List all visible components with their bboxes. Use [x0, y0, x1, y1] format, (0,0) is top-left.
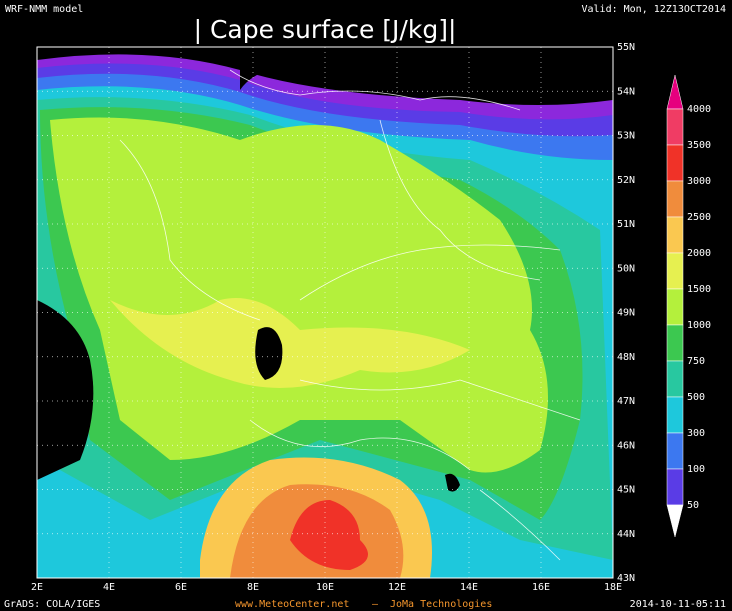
colorbar-label: 2500 [687, 212, 711, 223]
colorbar-label: 3000 [687, 176, 711, 187]
latitude-label: 44N [617, 529, 635, 540]
latitude-label: 51N [617, 219, 635, 230]
colorbar: 4000 3500 3000 2500 2000 1500 1000 750 500 300 100… [666, 74, 711, 538]
longitude-label: 10E [316, 582, 334, 593]
model-name: WRF-NMM model [5, 4, 83, 15]
latitude-label: 52N [617, 175, 635, 186]
longitude-label: 16E [532, 582, 550, 593]
cape-field [37, 47, 613, 578]
footer-timestamp: 2014-10-11-05:11 [630, 599, 726, 610]
colorbar-label: 1500 [687, 284, 711, 295]
latitude-label: 55N [617, 42, 635, 53]
map-title: | Cape surface [J/kg]| [194, 15, 457, 44]
longitude-label: 8E [247, 582, 259, 593]
cape-band-3500 [290, 500, 368, 570]
footer-software: GrADS: COLA/IGES [4, 599, 100, 610]
longitude-label: 18E [604, 582, 622, 593]
colorbar-label: 3500 [687, 140, 711, 151]
colorbar-box [666, 252, 684, 290]
latitude-label: 46N [617, 440, 635, 451]
footer-company: JoMa Technologies [390, 599, 492, 610]
footer-site: www.MeteoCenter.net [235, 599, 349, 610]
map-frame [36, 46, 614, 579]
no-data-north [240, 47, 613, 90]
colorbar-bottom [666, 504, 684, 538]
colorbar-box [666, 216, 684, 254]
latitude-label: 50N [617, 263, 635, 274]
colorbar-label: 500 [687, 392, 705, 403]
colorbar-box [666, 288, 684, 326]
latitude-label: 47N [617, 396, 635, 407]
colorbar-label: 1000 [687, 320, 711, 331]
longitude-label: 14E [460, 582, 478, 593]
no-data-lake [255, 327, 283, 380]
colorbar-label: 100 [687, 464, 705, 475]
footer-separator: – [372, 599, 379, 610]
colorbar-box [666, 360, 684, 398]
longitude-label: 2E [31, 582, 43, 593]
colorbar-box [666, 396, 684, 434]
country-borders [119, 69, 581, 561]
latitude-label: 54N [617, 86, 635, 97]
longitude-label: 6E [175, 582, 187, 593]
cape-band-1500 [50, 117, 548, 473]
colorbar-label: 4000 [687, 104, 711, 115]
no-data-west [37, 300, 94, 480]
colorbar-top [666, 74, 684, 110]
colorbar-label: 50 [687, 500, 699, 511]
colorbar-box [666, 432, 684, 470]
colorbar-label: 2000 [687, 248, 711, 259]
colorbar-label: 750 [687, 356, 705, 367]
colorbar-box [666, 324, 684, 362]
no-data-coast [445, 473, 460, 492]
cape-band-2000 [110, 298, 470, 388]
latitude-label: 45N [617, 485, 635, 496]
lat-lon-grid [37, 47, 613, 578]
colorbar-box [666, 468, 684, 506]
colorbar-box [666, 180, 684, 218]
latitude-label: 43N [617, 573, 635, 584]
colorbar-label: 300 [687, 428, 705, 439]
latitude-label: 48N [617, 352, 635, 363]
valid-time: Valid: Mon, 12Z13OCT2014 [582, 4, 727, 15]
latitude-label: 49N [617, 308, 635, 319]
longitude-label: 12E [388, 582, 406, 593]
latitude-label: 53N [617, 131, 635, 142]
colorbar-box [666, 108, 684, 146]
colorbar-box [666, 144, 684, 182]
longitude-label: 4E [103, 582, 115, 593]
